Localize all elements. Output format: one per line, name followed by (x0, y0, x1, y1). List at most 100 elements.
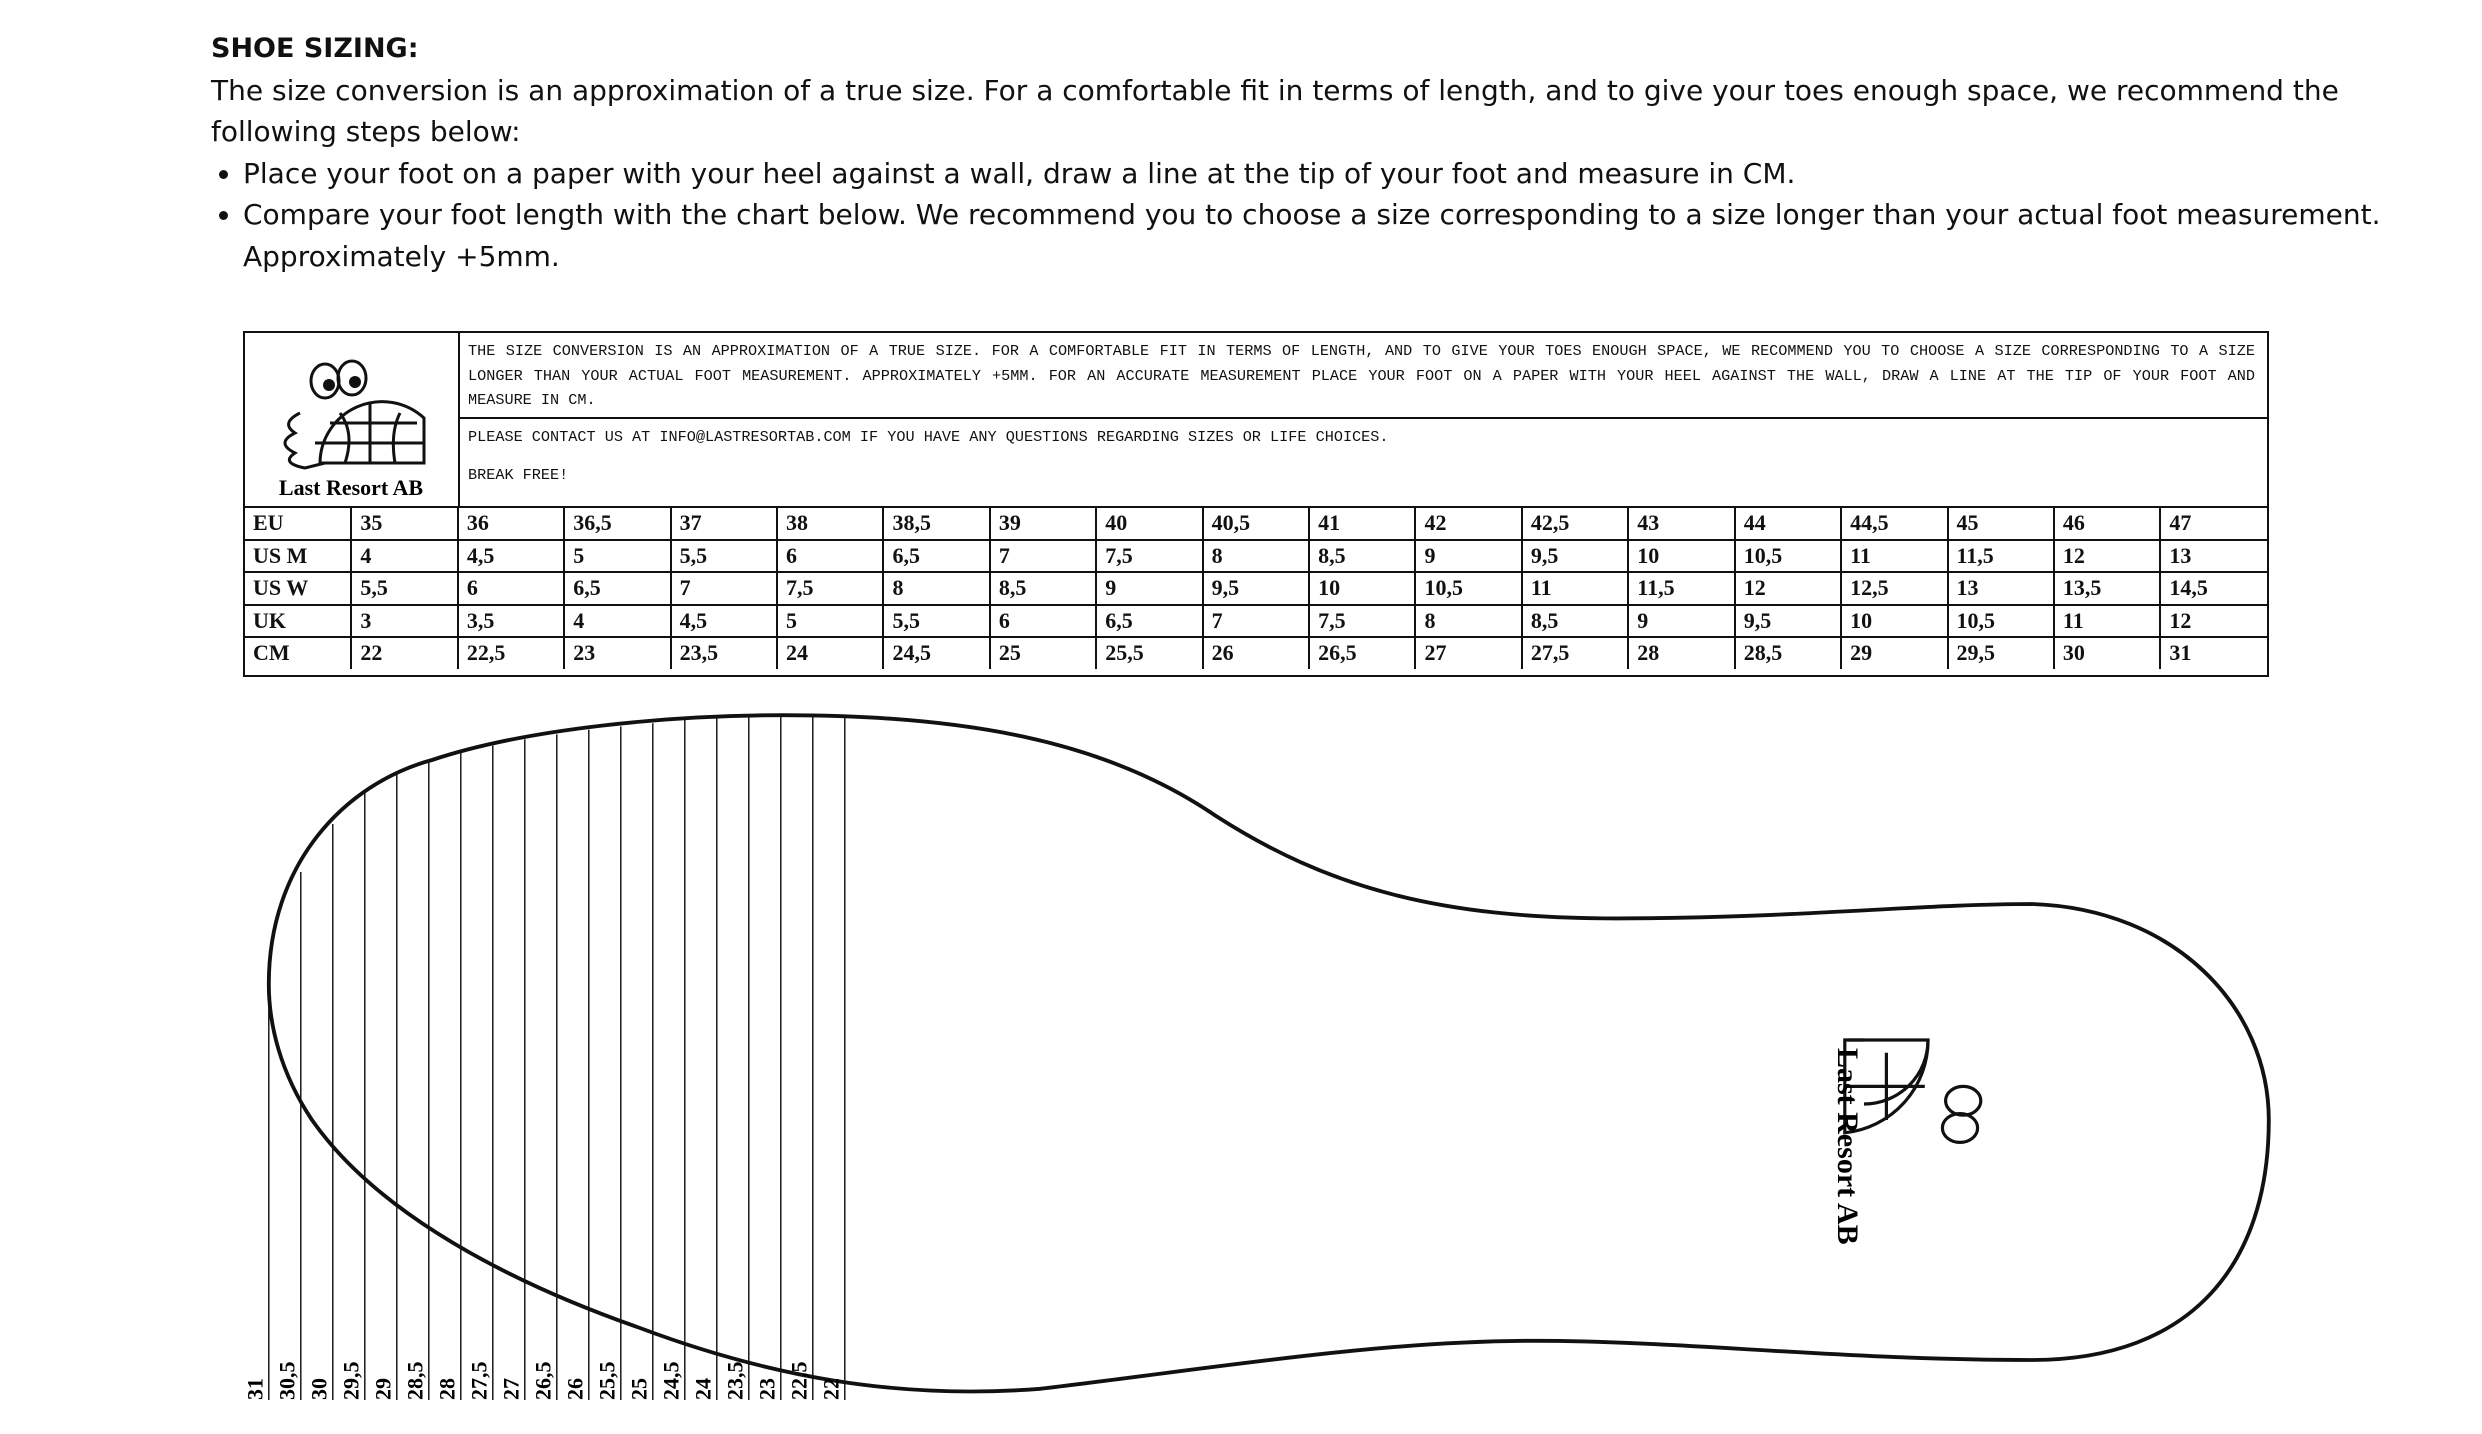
scale-label: 23,5 (723, 1362, 748, 1401)
table-cell: 13 (2159, 538, 2267, 573)
table-cell: 6,5 (1095, 603, 1204, 638)
table-cell: 14,5 (2159, 571, 2267, 606)
table-cell: 7,5 (1308, 603, 1417, 638)
table-cell: 26,5 (1308, 636, 1417, 669)
scale-label: 30,5 (275, 1362, 300, 1401)
scale-label: 24,5 (659, 1362, 684, 1401)
scale-label: 30 (307, 1378, 332, 1400)
table-cell: 10 (1627, 538, 1736, 573)
scale-label: 31 (243, 1378, 268, 1400)
scale-label: 24 (691, 1378, 716, 1400)
step: Place your foot on a paper with your hee… (243, 153, 2391, 195)
table-cell: 9,5 (1733, 603, 1843, 638)
table-cell: 9 (1095, 571, 1204, 606)
table-cell: 11 (1840, 538, 1949, 573)
heading: SHOE SIZING: (211, 33, 419, 64)
table-cell: 11 (1520, 571, 1630, 606)
steps: Place your foot on a paper with your hee… (211, 153, 2391, 278)
table-cell: 12,5 (1840, 571, 1949, 606)
table-cell: US W (245, 571, 353, 606)
scale-label: 26,5 (531, 1362, 556, 1401)
table-cell: 8 (882, 571, 991, 606)
table-cell: 38 (776, 506, 885, 541)
table-cell: 6,5 (882, 538, 991, 573)
table-cell: 4,5 (456, 538, 566, 573)
step: Compare your foot length with the chart … (243, 194, 2391, 277)
table-cell: 9,5 (1520, 538, 1630, 573)
table-cell: 5,5 (669, 538, 779, 573)
scale-label: 22,5 (787, 1362, 812, 1401)
table-cell: 37 (669, 506, 779, 541)
intro-text: The size conversion is an approximation … (211, 73, 2339, 149)
table-cell: 5,5 (350, 571, 459, 606)
size-chart: Last Resort AB THE SIZE CONVERSION IS AN… (243, 331, 2269, 677)
intro: SHOE SIZING: The size conversion is an a… (211, 28, 2391, 277)
note: PLEASE CONTACT US AT INFO@LASTRESORTAB.C… (460, 416, 2267, 454)
table-cell: 28,5 (1733, 636, 1843, 669)
table-cell: 38,5 (882, 506, 991, 541)
table-cell: 8,5 (1308, 538, 1417, 573)
scale-label: 26 (563, 1378, 588, 1400)
table-cell: 5 (563, 538, 672, 573)
table-cell: 10,5 (1414, 571, 1523, 606)
table-cell: 41 (1308, 506, 1417, 541)
table-cell: 28 (1627, 636, 1736, 669)
table-cell: US M (245, 538, 353, 573)
table-cell: 11 (2052, 603, 2162, 638)
table-cell: 29 (1840, 636, 1949, 669)
table-cell: 13 (1946, 571, 2055, 606)
table-cell: 8,5 (988, 571, 1098, 606)
table-cell: 6 (456, 571, 566, 606)
table-cell: 24,5 (882, 636, 991, 669)
table-cell: 10,5 (1946, 603, 2055, 638)
brand: Last Resort AB (279, 475, 424, 500)
table-cell: 22,5 (456, 636, 566, 669)
table-cell: 11,5 (1946, 538, 2055, 573)
table-cell: 39 (988, 506, 1098, 541)
table-cell: 7,5 (1095, 538, 1204, 573)
table-cell: 8,5 (1520, 603, 1630, 638)
table-cell: UK (245, 603, 353, 638)
table-cell: 26 (1201, 636, 1311, 669)
table-cell: 3 (350, 603, 459, 638)
table-cell: 4 (350, 538, 459, 573)
table-cell: CM (245, 636, 353, 669)
scale-label: 22 (819, 1378, 844, 1400)
table-cell: 6,5 (563, 571, 672, 606)
table-cell: 12 (1733, 571, 1843, 606)
table-cell: EU (245, 506, 353, 541)
note: THE SIZE CONVERSION IS AN APPROXIMATION … (468, 342, 2255, 409)
table-cell: 46 (2052, 506, 2162, 541)
table-cell: 25 (988, 636, 1098, 669)
table-cell: 12 (2052, 538, 2162, 573)
table-cell: 4,5 (669, 603, 779, 638)
table-row: UK 3 3,5 4 4,5 5 5,5 6 6,5 7 7,5 8 8,5 9 9,5 10 10,5 11 12 (245, 603, 2267, 638)
table-row: EU 35 36 36,5 37 38 38,5 39 40 40,5 41 42 42,5 43 44 44… (245, 506, 2267, 541)
table-cell: 25,5 (1095, 636, 1204, 669)
table-cell: 4 (563, 603, 672, 638)
table-cell: 9 (1414, 538, 1523, 573)
table-cell: 23,5 (669, 636, 779, 669)
table-cell: 5 (776, 603, 885, 638)
table-cell: 36,5 (563, 506, 672, 541)
scale-label: 28,5 (403, 1362, 428, 1401)
table-cell: 44 (1733, 506, 1843, 541)
table-cell: 27 (1414, 636, 1523, 669)
table-row: CM 22 22,5 23 23,5 24 24,5 25 25,5 26 26,5 27 27,5 28… (245, 636, 2267, 669)
table-cell: 6 (988, 603, 1098, 638)
table-cell: 12 (2159, 603, 2267, 638)
table-row: US W 5,5 6 6,5 7 7,5 8 8,5 9 9,5 10 10,5 11 11,5 12 12,… (245, 571, 2267, 606)
table-cell: 24 (776, 636, 885, 669)
scale-label: 29 (371, 1378, 396, 1400)
table-cell: 11,5 (1627, 571, 1736, 606)
table-cell: 9 (1627, 603, 1736, 638)
sole-brand: Last Resort AB (1831, 1048, 1864, 1245)
table-cell: 10,5 (1733, 538, 1843, 573)
table-cell: 9,5 (1201, 571, 1311, 606)
table-cell: 23 (563, 636, 672, 669)
table-cell: 40 (1095, 506, 1204, 541)
note: BREAK FREE! (468, 466, 569, 484)
table-cell: 7 (1201, 603, 1311, 638)
table-cell: 22 (350, 636, 459, 669)
